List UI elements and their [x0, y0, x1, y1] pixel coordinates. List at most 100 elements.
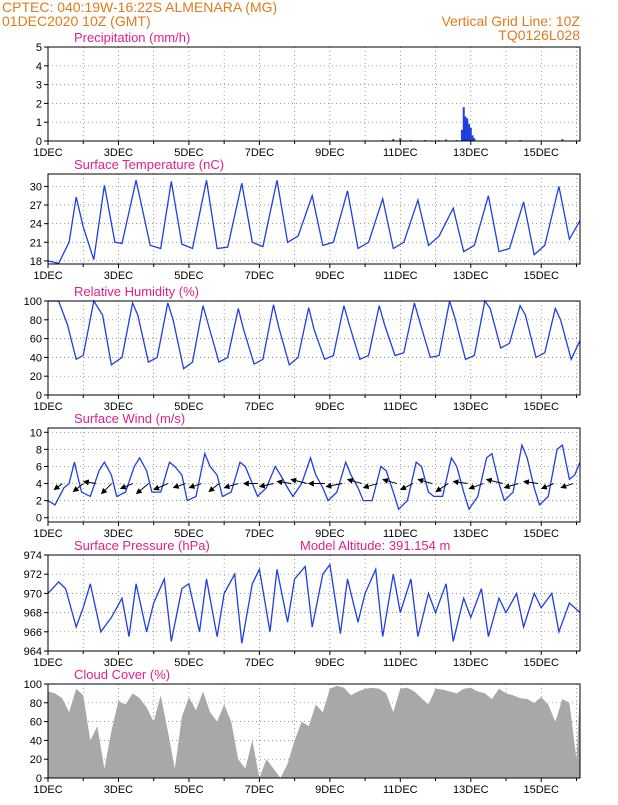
y-tick-label: 0	[36, 390, 42, 402]
x-tick-label: 9DEC	[315, 528, 344, 540]
header-grid-note: Vertical Grid Line: 10Z	[441, 13, 580, 29]
wind-barb	[382, 478, 398, 485]
x-tick-label: 15DEC	[524, 784, 560, 796]
wind-barb	[53, 483, 63, 491]
y-tick-label: 40	[30, 735, 42, 747]
x-tick-label: 7DEC	[245, 784, 274, 796]
panel-title: Surface Temperature (nC)	[74, 157, 224, 172]
panel-frame	[47, 46, 581, 142]
y-tick-label: 60	[30, 717, 42, 729]
x-tick-label: 7DEC	[245, 528, 274, 540]
wind-barb	[399, 483, 414, 490]
wind-barb	[119, 483, 133, 490]
panel-title: Surface Wind (m/s)	[74, 411, 185, 426]
panel-title: Surface Pressure (hPa)	[74, 538, 210, 553]
y-tick-label: 0	[36, 513, 42, 525]
wind-barb	[100, 483, 113, 495]
panel-5: 964 966 968 970 972 974 1DEC 3DEC 5DEC 7DEC 9DEC 11…	[24, 538, 581, 669]
precip-bar	[468, 124, 471, 141]
panel-3: 0 20 40 60 80 100 1DEC 3DEC 5DEC 7DEC 9DEC 11DEC 13D…	[24, 284, 581, 413]
x-tick-label: 3DEC	[104, 147, 133, 159]
y-tick-label: 964	[24, 646, 42, 658]
x-tick-label: 3DEC	[104, 270, 133, 282]
x-tick-label: 1DEC	[33, 528, 62, 540]
series-line	[47, 562, 581, 644]
wind-barb	[417, 478, 433, 485]
x-tick-label: 11DEC	[383, 528, 418, 540]
y-tick-label: 0	[36, 773, 42, 785]
y-tick-label: 40	[30, 352, 42, 364]
panel-title: Relative Humidity (%)	[74, 284, 199, 299]
wind-barb	[468, 483, 484, 490]
panel-6: 0 20 40 60 80 100 1DEC 3DEC 5DEC 7DEC 9DEC 11DEC 13D…	[24, 667, 581, 796]
x-tick-label: 11DEC	[383, 784, 418, 796]
panel-frame	[47, 683, 581, 779]
x-tick-label: 13DEC	[453, 401, 489, 413]
wind-barb	[172, 483, 186, 489]
y-tick-label: 2	[36, 496, 42, 508]
x-tick-label: 3DEC	[104, 401, 133, 413]
precip-bar	[462, 107, 465, 141]
x-tick-label: 9DEC	[315, 401, 344, 413]
y-tick-label: 3	[36, 80, 42, 92]
wind-barb	[258, 482, 274, 489]
x-tick-label: 3DEC	[104, 784, 133, 796]
precip-bar	[561, 139, 564, 141]
y-tick-label: 80	[30, 315, 42, 327]
y-tick-label: 0	[36, 136, 42, 148]
y-tick-label: 4	[36, 61, 42, 73]
x-tick-label: 15DEC	[524, 401, 560, 413]
y-tick-label: 100	[24, 679, 42, 691]
x-tick-label: 13DEC	[453, 528, 489, 540]
panel-4: 0 2 4 6 8 10 1DEC 3DEC 5DEC 7DEC 9DEC 11DEC 13DEC 15D…	[30, 411, 581, 540]
y-tick-label: 5	[36, 42, 42, 54]
wind-barb	[188, 483, 202, 489]
x-tick-label: 13DEC	[453, 784, 489, 796]
y-tick-label: 970	[24, 588, 42, 600]
x-tick-label: 5DEC	[174, 270, 203, 282]
precip-bar	[466, 118, 469, 141]
precip-bar	[460, 129, 463, 141]
header: CPTEC: 040:19W-16:22S ALMENARA (MG) 01DE…	[2, 0, 580, 43]
y-tick-label: 18	[30, 256, 42, 268]
x-tick-label: 1DEC	[33, 657, 62, 669]
wind-barb	[276, 479, 292, 486]
x-tick-label: 1DEC	[33, 401, 62, 413]
cloud-area	[48, 685, 580, 778]
x-tick-label: 3DEC	[104, 657, 133, 669]
x-tick-label: 7DEC	[245, 401, 274, 413]
x-tick-label: 15DEC	[524, 147, 560, 159]
series-line	[47, 180, 581, 265]
x-tick-label: 7DEC	[245, 147, 274, 159]
y-tick-label: 1	[36, 117, 42, 129]
y-tick-label: 974	[24, 550, 42, 562]
panel-frame	[47, 300, 581, 396]
x-tick-label: 5DEC	[174, 147, 203, 159]
header-station: CPTEC: 040:19W-16:22S ALMENARA (MG)	[2, 0, 277, 15]
wind-barb	[452, 479, 468, 486]
header-date: 01DEC2020 10Z (GMT)	[2, 13, 151, 29]
wind-barb	[540, 483, 555, 490]
header-model-code: TQ0126L028	[498, 27, 580, 43]
wind-barb	[223, 483, 239, 490]
x-tick-label: 9DEC	[315, 657, 344, 669]
y-tick-label: 968	[24, 608, 42, 620]
x-tick-label: 3DEC	[104, 528, 133, 540]
y-tick-label: 4	[36, 479, 42, 491]
precip-bar	[392, 139, 395, 141]
y-tick-label: 2	[36, 98, 42, 110]
altitude-note: Model Altitude: 391.154 m	[300, 538, 450, 553]
y-tick-label: 20	[30, 754, 42, 766]
x-tick-label: 7DEC	[245, 270, 274, 282]
x-tick-label: 7DEC	[245, 657, 274, 669]
x-tick-label: 11DEC	[383, 401, 418, 413]
wind-barb	[522, 479, 539, 486]
x-tick-label: 9DEC	[315, 270, 344, 282]
panel-frame	[47, 427, 581, 523]
x-tick-label: 1DEC	[33, 784, 62, 796]
x-tick-label: 13DEC	[453, 147, 489, 159]
x-tick-label: 11DEC	[383, 270, 418, 282]
y-tick-label: 27	[30, 200, 42, 212]
x-tick-label: 9DEC	[315, 784, 344, 796]
x-tick-label: 13DEC	[453, 270, 489, 282]
